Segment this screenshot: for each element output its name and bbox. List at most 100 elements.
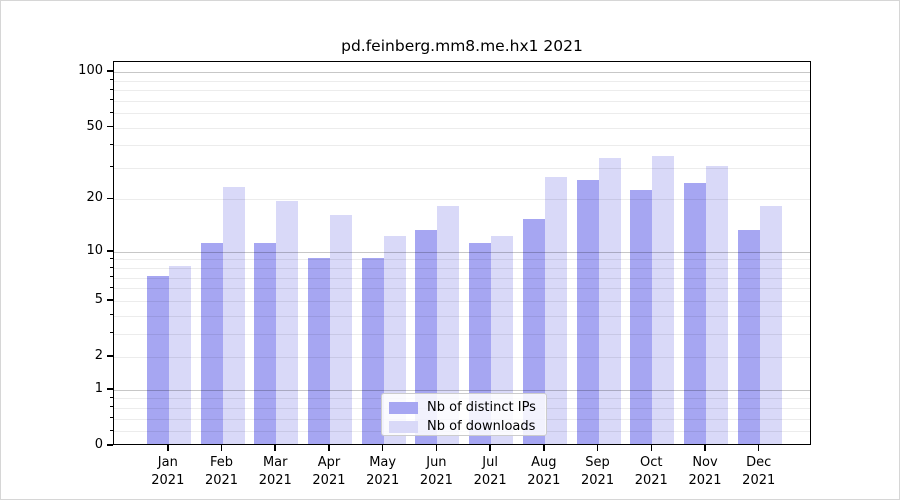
bar-downloads-jan <box>168 266 191 444</box>
gridline-30 <box>114 167 810 169</box>
y-minor-tick <box>109 429 113 431</box>
bar-distinct-ips-sep <box>576 180 599 444</box>
bar-downloads-dec <box>759 205 782 444</box>
legend-swatch-distinct-ips <box>389 401 418 414</box>
x-tick-label-jul: Jul 2021 <box>473 455 507 488</box>
bar-downloads-apr <box>329 214 352 444</box>
x-tick-label-jan: Jan 2021 <box>151 455 185 488</box>
bar-distinct-ips-jun <box>415 230 438 444</box>
y-minor-tick <box>109 266 113 268</box>
y-tick-label-0: 0 <box>94 437 103 452</box>
gridline-6 <box>114 288 810 290</box>
gridline-7 <box>114 277 810 279</box>
bar-distinct-ips-dec <box>737 230 760 444</box>
legend-swatch-downloads <box>389 420 418 433</box>
bar-distinct-ips-aug <box>522 219 545 444</box>
y-tick-100 <box>107 70 113 72</box>
gridline-10 <box>114 251 810 253</box>
bar-distinct-ips-oct <box>630 190 653 444</box>
gridline-70 <box>114 100 810 102</box>
x-tick-jan <box>167 445 169 451</box>
y-tick-label-5: 5 <box>94 291 103 307</box>
legend-label-distinct-ips: Nb of distinct IPs <box>427 400 536 415</box>
x-tick-feb <box>220 445 223 451</box>
bars-layer <box>114 62 810 444</box>
y-tick-10 <box>107 250 113 252</box>
bar-downloads-jul <box>491 236 514 444</box>
x-tick-nov <box>704 445 706 451</box>
y-minor-tick <box>109 406 113 408</box>
x-tick-label-aug: Aug 2021 <box>527 455 561 488</box>
bar-distinct-ips-mar <box>254 242 277 444</box>
chart-title: pd.feinberg.mm8.me.hx1 2021 <box>341 37 583 55</box>
bar-distinct-ips-feb <box>200 242 223 444</box>
x-tick-aug <box>543 445 545 451</box>
gridline-20 <box>114 199 810 201</box>
x-tick-label-oct: Oct 2021 <box>634 455 668 488</box>
y-tick-label-1: 1 <box>94 380 103 396</box>
x-tick-label-mar: Mar 2021 <box>258 455 292 488</box>
bar-distinct-ips-jan <box>146 275 169 444</box>
x-tick-apr <box>328 445 330 451</box>
x-tick-jul <box>489 445 491 451</box>
gridline-3 <box>114 333 810 335</box>
y-tick-label-2: 2 <box>94 348 103 363</box>
bar-downloads-feb <box>222 186 245 444</box>
plot-area <box>113 61 811 445</box>
y-minor-tick <box>109 143 113 145</box>
y-tick-label-20: 20 <box>86 190 103 206</box>
x-tick-label-apr: Apr 2021 <box>312 455 346 488</box>
gridline-1 <box>114 389 810 391</box>
x-tick-sep <box>596 445 599 451</box>
bar-downloads-mar <box>276 201 299 444</box>
y-minor-tick <box>109 166 113 168</box>
x-tick-label-may: May 2021 <box>366 455 400 488</box>
bar-downloads-jun <box>437 205 460 444</box>
gridline-8 <box>114 268 810 270</box>
gridline-9 <box>114 259 810 261</box>
y-tick-label-100: 100 <box>78 63 103 79</box>
y-minor-tick <box>109 126 113 128</box>
x-tick-dec <box>757 445 760 451</box>
y-minor-tick <box>109 276 113 278</box>
legend-item-distinct-ips: Nb of distinct IPs <box>389 400 536 415</box>
y-minor-tick <box>109 396 113 398</box>
y-minor-tick <box>109 355 113 357</box>
gridline-100 <box>114 72 810 74</box>
x-tick-label-sep: Sep 2021 <box>581 455 615 488</box>
gridline-60 <box>114 113 810 115</box>
gridline-4 <box>114 315 810 317</box>
gridline-40 <box>114 145 810 147</box>
y-minor-tick <box>109 314 113 316</box>
gridlines-layer <box>114 62 810 444</box>
bar-distinct-ips-nov <box>684 183 706 444</box>
x-tick-may <box>381 445 384 451</box>
x-tick-jun <box>435 445 438 451</box>
x-tick-oct <box>650 445 653 451</box>
y-tick-0 <box>107 444 113 446</box>
y-minor-tick <box>109 79 113 81</box>
y-tick-1 <box>107 388 113 390</box>
y-tick-label-50: 50 <box>86 118 103 134</box>
y-minor-tick <box>109 99 113 101</box>
bar-downloads-aug <box>544 177 567 444</box>
y-minor-tick <box>109 286 113 288</box>
x-tick-label-nov: Nov 2021 <box>688 455 722 488</box>
bar-distinct-ips-may <box>361 257 384 444</box>
y-minor-tick <box>109 257 113 259</box>
y-minor-tick <box>109 417 113 419</box>
gridline-90 <box>114 80 810 82</box>
gridline-2 <box>114 357 810 358</box>
gridline-50 <box>114 127 810 129</box>
y-minor-tick <box>109 299 113 301</box>
gridline-5 <box>114 300 810 302</box>
y-minor-tick <box>109 111 113 113</box>
bar-downloads-may <box>383 236 406 444</box>
legend-item-downloads: Nb of downloads <box>389 419 536 434</box>
x-tick-mar <box>274 445 276 451</box>
gridline-80 <box>114 90 810 92</box>
bar-downloads-oct <box>652 156 675 444</box>
bar-downloads-nov <box>706 165 728 444</box>
bar-distinct-ips-apr <box>307 257 330 444</box>
legend-label-downloads: Nb of downloads <box>427 419 536 434</box>
